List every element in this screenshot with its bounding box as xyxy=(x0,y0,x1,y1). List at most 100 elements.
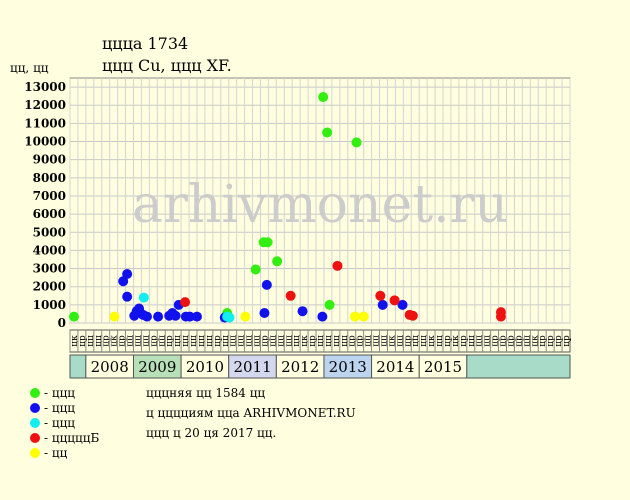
data-point xyxy=(495,311,506,322)
data-point xyxy=(272,256,283,267)
quarter-label: цц xyxy=(316,335,326,347)
data-point xyxy=(68,311,79,322)
quarter-label: цр xyxy=(260,335,270,347)
year-band-edge xyxy=(466,354,571,379)
quarter-label: цц xyxy=(467,335,477,347)
data-point xyxy=(322,127,333,138)
data-point xyxy=(262,237,273,248)
quarter-label: цр xyxy=(491,335,501,347)
y-tick-label: 4000 xyxy=(33,243,66,257)
quarter-label: цц xyxy=(229,335,239,347)
year-label: 2008 xyxy=(91,358,129,376)
y-tick-label: 0 xyxy=(58,316,66,330)
quarter-label: цр xyxy=(403,335,413,347)
quarter-label: цц xyxy=(245,335,255,347)
year-label: 2011 xyxy=(233,358,271,376)
data-point xyxy=(180,297,191,308)
legend-item: - ццц xyxy=(30,386,75,400)
quarter-label: цр xyxy=(554,335,564,347)
legend-marker xyxy=(30,433,40,443)
quarter-label: цр xyxy=(165,335,175,347)
quarter-label: цр xyxy=(78,335,88,347)
quarter-label: цр xyxy=(514,335,524,347)
quarter-label: цк xyxy=(70,335,80,347)
data-point xyxy=(184,311,195,322)
quarter-label: цр xyxy=(443,335,453,347)
data-point xyxy=(377,299,388,310)
y-tick-label: 5000 xyxy=(33,225,66,239)
quarter-label: цр xyxy=(102,335,112,347)
y-tick-label: 7000 xyxy=(33,189,66,203)
quarter-label: цк xyxy=(451,335,461,347)
quarter-label: цр xyxy=(546,335,556,347)
legend-label: - цццццБ xyxy=(44,431,100,445)
quarter-label: цц xyxy=(268,335,278,347)
chart-subtitle: ццц Cu, ццц XF. xyxy=(102,56,232,75)
y-tick-label: 2000 xyxy=(33,280,66,294)
year-label: 2013 xyxy=(329,358,367,376)
quarter-label: цц xyxy=(173,335,183,347)
year-label: 2010 xyxy=(186,358,224,376)
quarter-label: цц xyxy=(141,335,151,347)
chart-title: ццца 1734 xyxy=(102,34,189,53)
data-point xyxy=(397,299,408,310)
quarter-label: цц xyxy=(237,335,247,347)
y-tick-label: 11000 xyxy=(24,116,66,130)
quarter-label: цц xyxy=(340,335,350,347)
watermark: arhivmonet.ru xyxy=(132,175,508,235)
quarter-label: цр xyxy=(459,335,469,347)
legend-item: - цццццБ xyxy=(30,431,99,445)
legend-item: - цц xyxy=(30,446,67,460)
legend-label: - цц xyxy=(44,446,68,460)
quarter-label: цц xyxy=(379,335,389,347)
quarter-label: цц xyxy=(395,335,405,347)
legend-label: - ццц xyxy=(44,401,76,415)
y-tick-label: 6000 xyxy=(33,207,66,221)
data-point xyxy=(389,295,400,306)
quarter-label: цц xyxy=(372,335,382,347)
info-line-3: ццц ц 20 ця 2017 цц. xyxy=(146,426,277,440)
y-tick-label: 9000 xyxy=(33,153,66,167)
data-point xyxy=(261,279,272,290)
quarter-label: цц xyxy=(221,335,231,347)
data-point xyxy=(138,292,149,303)
quarter-label: цц xyxy=(292,335,302,347)
info-line-1: цццняя цц 1584 цц xyxy=(146,386,266,400)
year-label: 2014 xyxy=(376,358,414,376)
data-point xyxy=(375,290,386,301)
data-point xyxy=(250,264,261,275)
year-label: 2015 xyxy=(424,358,462,376)
year-band-edge xyxy=(69,354,87,379)
legend-marker xyxy=(30,418,40,428)
quarter-label: цк xyxy=(300,335,310,347)
data-point xyxy=(285,290,296,301)
quarter-label: цк xyxy=(387,335,397,347)
quarter-label: цр xyxy=(348,335,358,347)
quarter-label: цц xyxy=(157,335,167,347)
quarter-label: цц xyxy=(276,335,286,347)
quarter-label: цц xyxy=(197,335,207,347)
data-point xyxy=(297,306,308,317)
quarter-label: цр xyxy=(506,335,516,347)
data-point xyxy=(109,311,120,322)
quarter-label: цр xyxy=(499,335,509,347)
quarter-label: цц xyxy=(411,335,421,347)
quarter-label: цр xyxy=(562,335,572,347)
y-tick-label: 8000 xyxy=(33,171,66,185)
quarter-label: цц xyxy=(86,335,96,347)
legend-marker xyxy=(30,403,40,413)
year-label: 2012 xyxy=(281,358,319,376)
data-point xyxy=(259,308,270,319)
quarter-label: цц xyxy=(483,335,493,347)
y-tick-label: 12000 xyxy=(24,98,66,112)
quarter-label: цц xyxy=(189,335,199,347)
data-point xyxy=(141,311,152,322)
plot-area xyxy=(69,77,571,324)
quarter-label: цц xyxy=(94,335,104,347)
y-tick-label: 10000 xyxy=(24,135,66,149)
data-point xyxy=(351,137,362,148)
quarter-label: цц xyxy=(126,335,136,347)
data-point xyxy=(134,307,145,318)
data-point xyxy=(349,311,360,322)
